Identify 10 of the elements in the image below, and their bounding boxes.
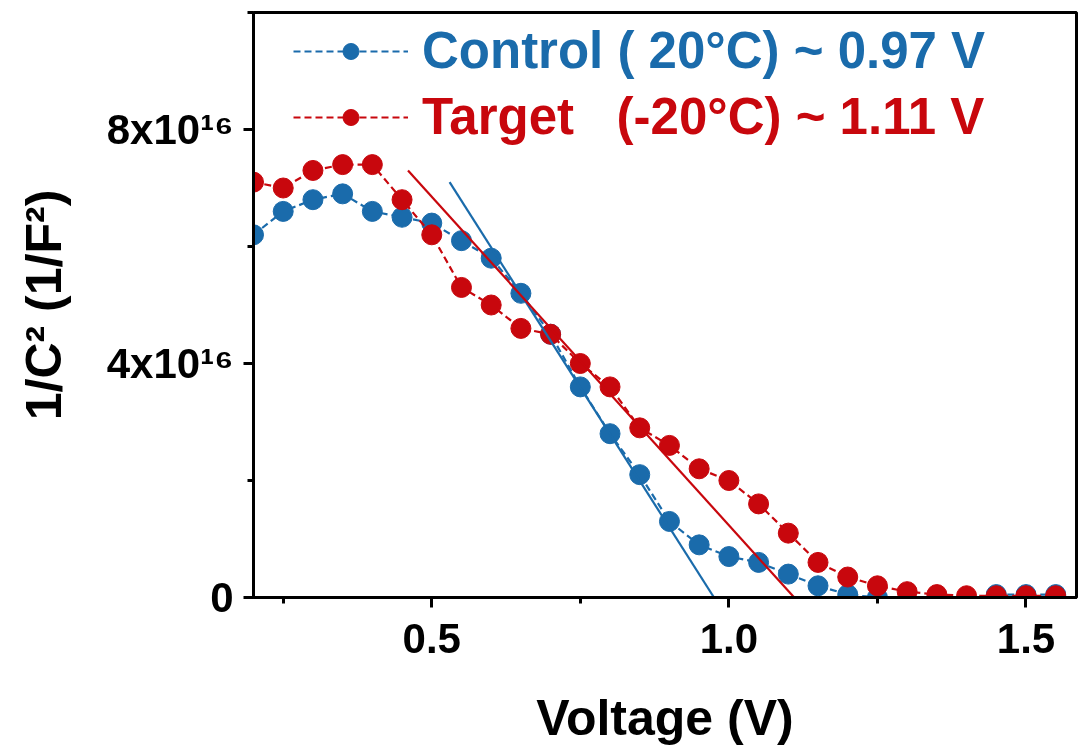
- x-tick-label: 0.5: [402, 614, 461, 662]
- legend-label: Target (-20°C) ~ 1.11 V: [422, 87, 985, 146]
- y-tick-label: 0: [210, 574, 234, 621]
- y-axis-title: 1/C² (1/F²): [15, 189, 72, 421]
- x-axis-title: Voltage (V): [536, 689, 794, 746]
- y-tick-label: 4x10¹⁶: [106, 340, 234, 387]
- x-tick-label: 1.5: [996, 614, 1056, 662]
- x-tick-label: 1.0: [699, 614, 759, 662]
- y-tick-label: 8x10¹⁶: [106, 106, 234, 153]
- legend-label: Control ( 20°C) ~ 0.97 V: [422, 21, 986, 80]
